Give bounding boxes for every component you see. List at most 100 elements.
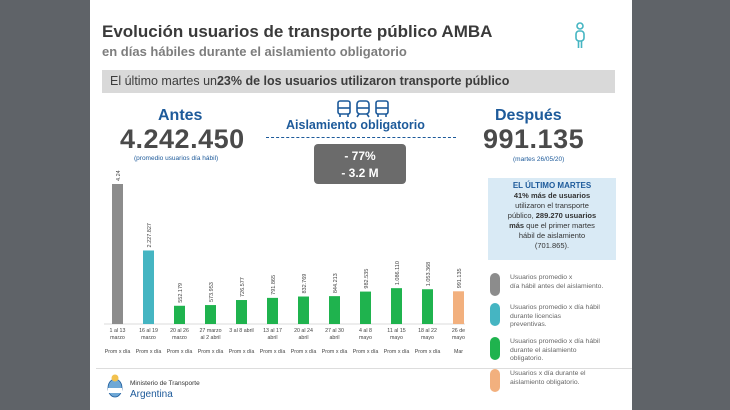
category-label: 20 al 26 [170,328,189,334]
person-icon [490,369,500,392]
category-sublabel: Prom x día [105,349,131,355]
legend-text: Usuarios promedio x día hábil [510,304,600,311]
highlight-banner: El último martes un 23% de los usuarios … [102,70,615,93]
bar-value-label: 552.179 [178,283,184,303]
category-label: abril [329,335,339,341]
despues-note: (martes 26/05/20) [513,156,565,163]
despues-value: 991.135 [483,124,585,154]
bar-2 [143,250,154,324]
info-line-2: utilizaron el transporte [515,201,589,210]
category-sublabel: Prom x día [260,349,286,355]
category-sublabel: Prom x día [322,349,348,355]
bar-9 [360,291,371,324]
legend-text: preventivas. [510,321,547,328]
category-label: 13 al 17 [263,328,282,334]
bar-value-label: 844.213 [333,273,339,293]
bar-value-label: 2.227.827 [147,223,153,247]
legend-swatch [490,337,500,360]
bar-value-label: 573.953 [209,282,215,302]
delta-box: - 77% - 3.2 M [314,144,406,184]
coat-of-arms-icon [107,374,123,398]
legend-text: Usuarios promedio x día hábil [510,338,600,345]
bar-value-label: 832.769 [302,274,308,294]
banner-prefix: El último martes un [110,74,217,88]
legend-item-dia: Usuarios x día durante el aislamiento obl… [488,368,623,398]
info-line-1: 41% más de usuarios [513,191,591,200]
person-icon [490,273,500,296]
category-label: al 2 abril [200,335,220,341]
info-box: EL ÚLTIMO MARTES 41% más de usuarios uti… [488,178,616,260]
bar-11 [422,289,433,324]
category-label: marzo [141,335,156,341]
category-sublabel: Mar [454,349,463,355]
bar-7 [298,296,309,324]
category-label: 16 al 19 [139,328,158,334]
legend-text: obligatorio. [510,355,544,362]
category-label: abril [267,335,277,341]
legend-text: Usuarios x día durante el [510,370,586,377]
page-subtitle: en días hábiles durante el aislamiento o… [102,44,407,59]
category-label: mayo [390,335,403,341]
category-sublabel: Prom x día [353,349,379,355]
infographic-card: Evolución usuarios de transporte público… [90,0,632,410]
bar-value-label: 4.242.450 [116,170,122,181]
category-label: abril [298,335,308,341]
category-sublabel: Prom x día [167,349,193,355]
category-sublabel: Prom x día [136,349,162,355]
bar-value-label: 982.535 [364,269,370,289]
category-sublabel: Prom x día [229,349,255,355]
info-line-3a: público, [507,211,536,220]
category-label: 1 al 13 [110,328,126,334]
antes-label: Antes [158,107,203,124]
country-label: Argentina [130,389,173,400]
legend-item-licencias: Usuarios promedio x día hábil durante lic… [488,302,623,332]
footer-divider [96,368,632,369]
bar-value-label: 726.577 [240,277,246,297]
bar-value-label: 791.865 [271,275,277,295]
category-sublabel: Prom x día [415,349,441,355]
category-label: marzo [110,335,125,341]
bus-train-icon [337,100,389,118]
category-label: 27 al 30 [325,328,344,334]
dashed-divider [266,137,456,138]
legend-text: día hábil antes del aislamiento. [510,282,604,290]
bar-5 [236,300,247,324]
category-label: 18 al 22 [418,328,437,334]
legend-text: Usuarios promedio x [510,274,573,281]
category-label: 20 al 24 [294,328,313,334]
page-title: Evolución usuarios de transporte público… [102,22,493,41]
bar-12 [453,291,464,324]
category-label: marzo [172,335,187,341]
delta-percent: - 77% [344,149,376,163]
category-label: 26 de [452,328,465,334]
delta-absolute: - 3.2 M [341,166,379,180]
bar-8 [329,296,340,324]
category-label: mayo [452,335,465,341]
category-sublabel: Prom x día [198,349,224,355]
bar-value-label: 1.053.368 [426,262,432,286]
legend-text: durante licencias [510,312,562,320]
legend-item-antes: Usuarios promedio x día hábil antes del a… [488,272,623,302]
person-icon [575,22,585,48]
legend-text: durante el aislamiento [510,346,577,354]
ministry-label: Ministerio de Transporte [130,380,200,387]
bar-4 [205,305,216,324]
legend-swatch [490,369,500,392]
info-line-4a: más [509,221,525,230]
banner-highlight: 23% de los usuarios utilizaron transport… [216,74,510,88]
info-line-4b: que el primer martes [524,221,595,230]
info-line-5: hábil de aislamiento [518,231,586,240]
despues-label: Después [495,107,562,124]
antes-note: (promedio usuarios día hábil) [134,155,219,162]
bar-value-label: 991.135 [457,268,463,288]
aislamiento-label: Aislamiento obligatorio [286,118,425,132]
bar-6 [267,297,278,324]
bar-10 [391,288,402,324]
category-label: 27 marzo [199,328,221,334]
category-label: 11 al 15 [387,328,406,334]
bar-3 [174,305,185,324]
legend-item-aislamiento: Usuarios promedio x día hábil durante el … [488,336,623,366]
bar-1 [112,184,123,324]
category-label: mayo [421,335,434,341]
person-icon [490,303,500,326]
